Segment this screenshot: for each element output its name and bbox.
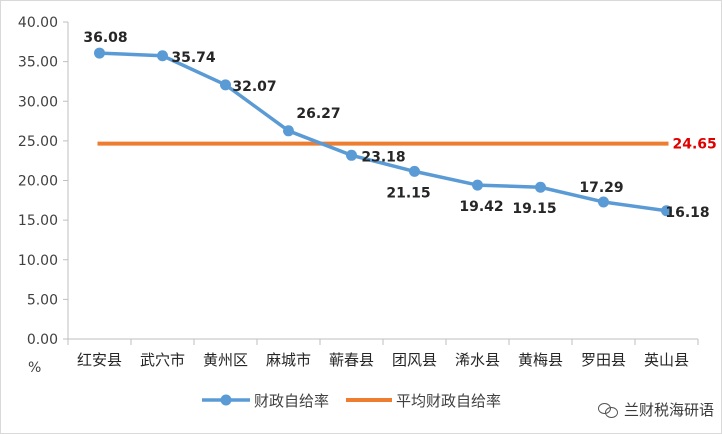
average-data-label: 24.65 bbox=[673, 137, 717, 153]
data-label: 19.15 bbox=[512, 201, 556, 217]
data-labels: 36.08 35.74 32.07 26.27 23.18 21.15 19.42 19.15… bbox=[83, 30, 709, 221]
x-tick-label: 黄州区 bbox=[203, 351, 248, 369]
y-tick-label: 20.00 bbox=[18, 174, 58, 190]
data-point bbox=[661, 205, 672, 217]
x-tick-label: 武穴市 bbox=[140, 351, 185, 369]
x-tick-label: 罗田县 bbox=[581, 351, 626, 369]
data-point bbox=[157, 50, 168, 62]
legend-label-series: 财政自给率 bbox=[254, 392, 329, 410]
data-label: 17.29 bbox=[579, 180, 623, 196]
x-tick-label: 麻城市 bbox=[266, 351, 311, 369]
data-label: 32.07 bbox=[232, 79, 276, 95]
y-tick-label: 0.00 bbox=[27, 332, 58, 348]
data-point bbox=[409, 165, 420, 177]
data-point bbox=[598, 196, 609, 208]
x-tick-label: 黄梅县 bbox=[518, 351, 563, 369]
watermark-text: 兰财税海研语 bbox=[623, 401, 714, 419]
watermark: 兰财税海研语 bbox=[597, 399, 714, 420]
x-tick-label: 蕲春县 bbox=[329, 351, 374, 369]
data-point bbox=[472, 179, 483, 191]
data-label: 21.15 bbox=[386, 185, 430, 201]
y-tick-label: 35.00 bbox=[18, 55, 58, 71]
wechat-icon bbox=[597, 402, 620, 418]
y-tick-label: 40.00 bbox=[18, 15, 58, 31]
x-tick-label: 浠水县 bbox=[455, 351, 500, 369]
data-label: 26.27 bbox=[296, 106, 340, 122]
y-tick-label: 15.00 bbox=[18, 213, 58, 229]
data-point bbox=[346, 149, 357, 161]
data-point bbox=[535, 181, 546, 193]
y-tick-label: 5.00 bbox=[27, 292, 58, 308]
average-line: 24.65 bbox=[97, 137, 717, 153]
y-tick-label: 25.00 bbox=[18, 134, 58, 150]
x-tick-label: 英山县 bbox=[644, 351, 689, 369]
data-label: 23.18 bbox=[361, 149, 405, 165]
y-tick-label: 30.00 bbox=[18, 94, 58, 110]
y-axis-unit-label: % bbox=[28, 360, 41, 376]
x-axis-ticks: 红安县 武穴市 黄州区 麻城市 蕲春县 团风县 浠水县 黄梅县 罗田县 英山县 bbox=[67, 339, 699, 369]
data-label: 35.74 bbox=[171, 50, 216, 66]
data-label: 16.18 bbox=[665, 205, 709, 221]
legend-marker-series bbox=[220, 394, 232, 406]
data-point bbox=[94, 47, 105, 59]
data-point bbox=[283, 125, 294, 137]
series-polyline bbox=[99, 51, 667, 213]
data-label: 19.42 bbox=[459, 199, 503, 215]
data-point bbox=[220, 79, 231, 91]
series-line bbox=[94, 47, 672, 217]
y-tick-label: 10.00 bbox=[18, 253, 58, 269]
x-tick-label: 团风县 bbox=[392, 351, 437, 369]
x-tick-label: 红安县 bbox=[77, 351, 122, 369]
legend-label-average: 平均财政自给率 bbox=[396, 392, 501, 410]
legend: 财政自给率 平均财政自给率 bbox=[202, 392, 501, 410]
y-axis-ticks: 0.00 5.00 10.00 15.00 20.00 25.00 30.00 35.00 40… bbox=[18, 15, 68, 348]
data-label: 36.08 bbox=[83, 30, 127, 46]
